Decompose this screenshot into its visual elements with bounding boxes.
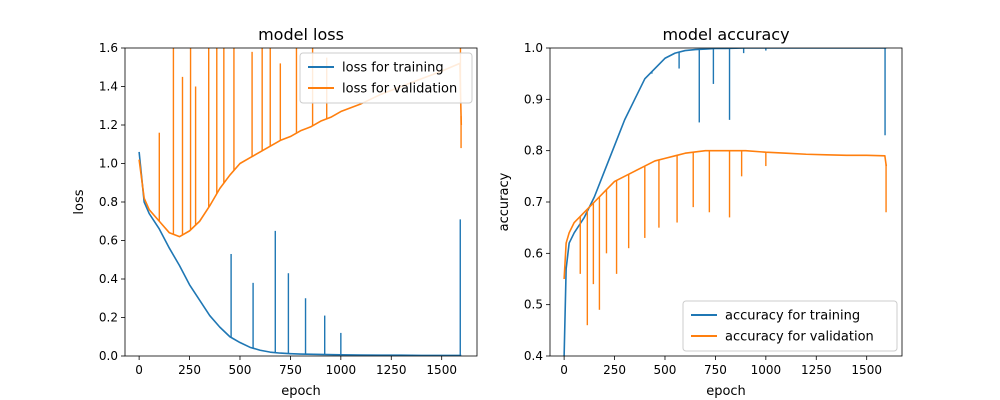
y-tick-label: 0.2 — [99, 311, 118, 325]
loss-chart-legend: loss for training loss for validation — [299, 52, 473, 104]
y-tick-label: 0.4 — [99, 272, 118, 286]
legend-label: accuracy for validation — [725, 330, 874, 345]
legend-label: loss for training — [342, 61, 444, 76]
legend-box — [682, 300, 898, 352]
accuracy-chart-y-ticks: 0.4 0.5 0.6 0.7 0.8 0.9 1.0 — [524, 41, 550, 363]
y-tick-label: 0.6 — [524, 246, 543, 260]
x-tick-label: 0 — [560, 363, 568, 377]
y-tick-label: 1.0 — [99, 157, 118, 171]
loss-chart-y-axis-label: loss — [72, 189, 87, 214]
accuracy-chart-x-axis-label: epoch — [706, 384, 746, 399]
x-tick-label: 1000 — [326, 363, 357, 377]
loss-chart-x-ticks: 0 250 500 750 1000 1250 1500 — [135, 356, 457, 377]
series-line — [138, 151, 462, 356]
x-tick-label: 1500 — [426, 363, 457, 377]
x-tick-label: 1000 — [751, 363, 782, 377]
accuracy-chart-legend: accuracy for training accuracy for valida… — [682, 300, 898, 352]
legend-label: accuracy for training — [725, 309, 860, 324]
accuracy-chart-plot-area — [563, 48, 888, 356]
y-tick-label: 0.6 — [99, 234, 118, 248]
y-tick-label: 1.4 — [99, 80, 118, 94]
accuracy-chart-x-ticks: 0 250 500 750 1000 1250 1500 — [560, 356, 882, 377]
accuracy-chart-title: model accuracy — [662, 25, 789, 44]
loss-chart-x-axis-label: epoch — [281, 384, 321, 399]
y-tick-label: 1.0 — [524, 41, 543, 55]
series-line — [563, 149, 888, 280]
accuracy-chart: model accuracy epoch accuracy 0 250 500 750… — [497, 25, 903, 399]
x-tick-label: 750 — [279, 363, 302, 377]
y-tick-label: 0.5 — [524, 298, 543, 312]
x-tick-label: 250 — [178, 363, 201, 377]
series-accuracy-for-validation — [563, 149, 888, 326]
y-tick-label: 0.8 — [99, 195, 118, 209]
loss-chart-frame — [124, 47, 478, 357]
x-tick-label: 1250 — [801, 363, 832, 377]
y-tick-label: 1.6 — [99, 41, 118, 55]
y-tick-label: 1.2 — [99, 118, 118, 132]
x-tick-label: 1500 — [851, 363, 882, 377]
y-tick-label: 0.0 — [99, 349, 118, 363]
legend-box — [299, 52, 473, 104]
accuracy-chart-y-axis-label: accuracy — [497, 172, 512, 231]
loss-chart-plot-area — [138, 48, 463, 356]
series-loss-for-training — [138, 151, 462, 356]
x-tick-label: 500 — [654, 363, 677, 377]
legend-label: loss for validation — [342, 82, 457, 97]
y-tick-label: 0.9 — [524, 92, 543, 106]
y-tick-label: 0.4 — [524, 349, 543, 363]
loss-chart-title: model loss — [258, 25, 344, 44]
x-tick-label: 500 — [229, 363, 252, 377]
x-tick-label: 1250 — [376, 363, 407, 377]
loss-chart-y-ticks: 0.0 0.2 0.4 0.6 0.8 1.0 1.2 1.4 1.6 — [99, 41, 125, 363]
x-tick-label: 0 — [135, 363, 143, 377]
x-tick-label: 250 — [603, 363, 626, 377]
loss-chart: model loss epoch loss 0 250 500 750 1000 1250… — [72, 25, 478, 399]
y-tick-label: 0.8 — [524, 144, 543, 158]
x-tick-label: 750 — [704, 363, 727, 377]
y-tick-label: 0.7 — [524, 195, 543, 209]
accuracy-chart-frame — [549, 47, 903, 357]
